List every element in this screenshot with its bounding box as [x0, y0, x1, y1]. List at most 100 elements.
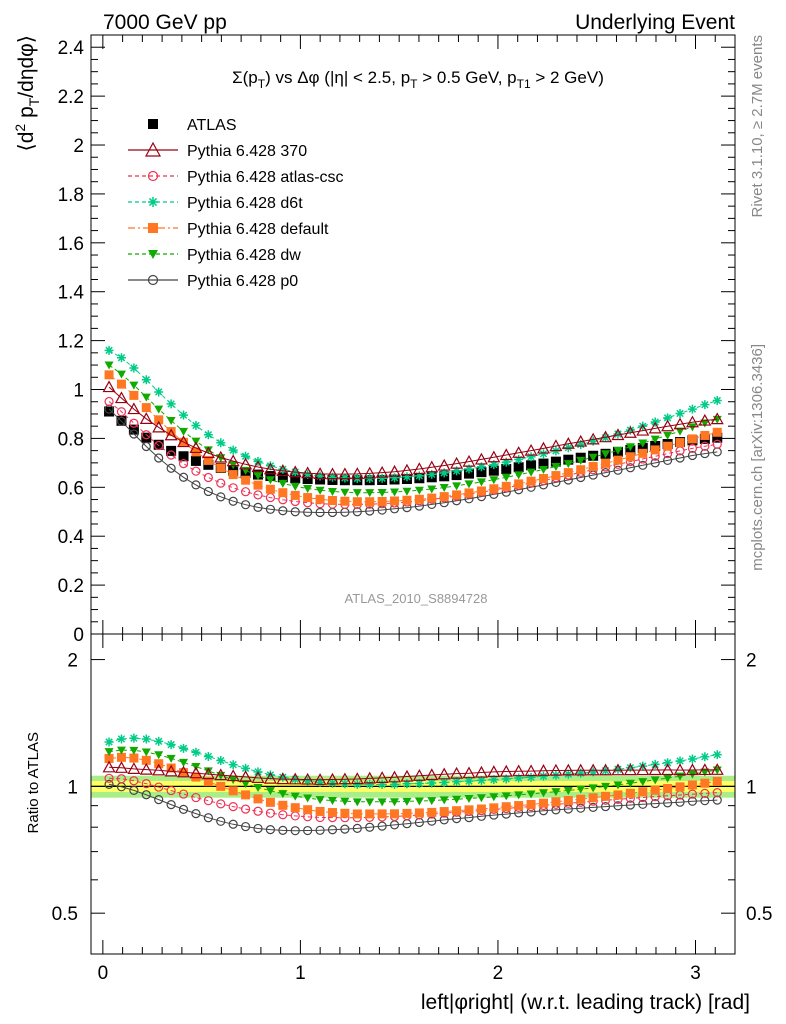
- ratio-point-p370: [698, 763, 712, 776]
- ratio-line-atlas_csc: [109, 777, 718, 819]
- ratio-point-p370: [152, 763, 166, 776]
- point-p0: [278, 506, 288, 516]
- ratio-point-dw: [514, 791, 524, 800]
- point-dw: [179, 427, 189, 436]
- ratio-point-p0: [303, 825, 313, 836]
- point-atlas: [153, 439, 164, 450]
- point-dw: [489, 476, 499, 485]
- point-p370: [251, 460, 265, 473]
- point-default: [315, 494, 325, 504]
- ratio-point-default: [327, 808, 337, 818]
- ratio-point-d6t: [228, 760, 238, 770]
- point-dw: [601, 450, 611, 459]
- ratio-point-dw: [377, 798, 387, 807]
- ratio-point-dw: [563, 787, 573, 796]
- point-default: [390, 496, 400, 506]
- ratio-point-default: [464, 805, 474, 815]
- point-p0: [154, 453, 164, 463]
- point-p0: [216, 492, 226, 502]
- ratio-point-p0: [638, 799, 648, 809]
- point-d6t: [489, 460, 499, 470]
- point-d6t: [576, 440, 586, 450]
- ratio-point-atlas_csc: [265, 808, 276, 818]
- point-d6t: [141, 375, 151, 385]
- point-atlas: [141, 432, 152, 443]
- point-d6t: [179, 410, 189, 420]
- ratio-point-d6t: [241, 763, 251, 773]
- point-default: [327, 496, 337, 506]
- point-p370: [375, 465, 389, 478]
- ratio-point-default: [340, 808, 350, 818]
- point-atlas_csc: [228, 483, 238, 493]
- point-p0: [191, 480, 201, 490]
- ratio-frame: [90, 633, 736, 955]
- point-atlas: [526, 460, 537, 471]
- ratio-point-default: [700, 778, 710, 788]
- ratio-point-p370: [412, 769, 426, 781]
- ratio-point-p0: [327, 825, 338, 835]
- point-d6t: [327, 472, 337, 482]
- ratio-point-dw: [154, 751, 164, 760]
- ratio-point-dw: [166, 754, 176, 763]
- ratio-point-dw: [315, 796, 325, 805]
- ratio-point-p0: [340, 824, 350, 834]
- main-ytick-label: 0.2: [58, 576, 84, 597]
- ratio-point-p370: [363, 771, 377, 784]
- ratio-point-d6t: [576, 768, 586, 778]
- legend-marker-dw: [148, 250, 158, 259]
- point-d6t: [216, 438, 226, 448]
- point-default: [116, 379, 126, 389]
- ratio-point-atlas_csc: [166, 785, 176, 796]
- mcplots-label: mcplots.cern.ch [arXiv:1306.3436]: [749, 344, 766, 571]
- ratio-point-p370: [400, 769, 414, 782]
- point-default: [265, 484, 275, 494]
- point-dw: [414, 486, 424, 495]
- point-p0: [638, 460, 648, 470]
- ratio-point-p370: [611, 763, 625, 776]
- legend-label-p0: Pythia 6.428 p0: [187, 273, 298, 290]
- point-d6t: [687, 404, 697, 414]
- ratio-point-p0: [191, 809, 201, 819]
- point-p370: [263, 462, 277, 475]
- ratio-point-default: [675, 782, 685, 792]
- point-p370: [673, 417, 687, 430]
- ratio-point-d6t: [191, 747, 201, 757]
- legend-item-atlas: ATLAS: [148, 117, 237, 134]
- ratio-point-d6t: [625, 763, 635, 773]
- point-p370: [189, 441, 203, 454]
- point-default: [675, 438, 685, 448]
- ratio-point-p370: [661, 763, 675, 776]
- ratio-panel: 0.5 0.5 1 1 2 2 0 1 2 3 Ratio to ATLAS left|φrigh…: [25, 633, 772, 1014]
- ratio-series: [102, 733, 724, 836]
- point-default: [166, 427, 176, 437]
- ratio-point-d6t: [489, 775, 499, 785]
- point-atlas_csc: [141, 430, 151, 440]
- point-dw: [464, 480, 474, 489]
- point-d6t: [154, 387, 164, 397]
- ratio-point-d6t: [141, 734, 151, 744]
- ratio-point-dw: [551, 788, 561, 797]
- point-dw: [439, 484, 449, 493]
- point-default: [551, 471, 561, 481]
- point-d6t: [414, 471, 424, 481]
- point-default: [377, 496, 387, 506]
- point-p0: [700, 448, 710, 459]
- ratio-point-dw: [141, 748, 151, 757]
- point-default: [601, 458, 611, 468]
- point-p0: [687, 450, 698, 461]
- ratio-point-atlas_csc: [203, 796, 213, 806]
- series-line-atlas_csc: [108, 401, 718, 505]
- legend-item-default: Pythia 6.428 default: [128, 221, 329, 238]
- point-p370: [499, 448, 513, 461]
- main-ytick-label: 1: [73, 381, 84, 402]
- point-p0: [166, 463, 176, 473]
- point-dw: [390, 488, 400, 497]
- ratio-point-dw: [638, 778, 648, 787]
- ratio-point-p0: [240, 821, 251, 832]
- ratio-point-atlas_csc: [278, 810, 288, 820]
- ratio-point-dw: [303, 794, 313, 803]
- point-p0: [675, 453, 685, 463]
- ratio-point-d6t: [104, 737, 114, 747]
- ratio-point-p370: [226, 769, 240, 782]
- ratio-point-d6t: [588, 767, 598, 777]
